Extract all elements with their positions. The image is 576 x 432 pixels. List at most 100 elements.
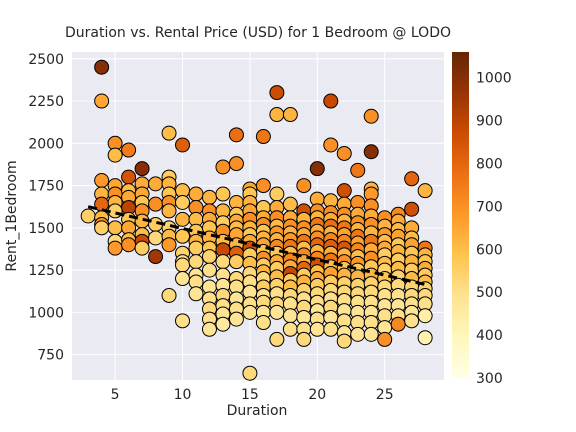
y-tick-label: 750: [37, 348, 64, 364]
x-tick-label: 20: [308, 387, 326, 403]
data-point: [269, 186, 285, 202]
colorbar: [452, 52, 469, 378]
data-point: [107, 147, 123, 163]
data-point: [417, 330, 433, 346]
data-point: [228, 254, 244, 270]
data-point: [161, 237, 177, 253]
data-point: [242, 365, 258, 381]
data-point: [94, 59, 110, 75]
y-tick-label: 1750: [28, 179, 64, 195]
colorbar-tick-label: 1000: [476, 71, 512, 87]
data-point: [282, 321, 298, 337]
data-point: [282, 308, 298, 324]
chart-title: Duration vs. Rental Price (USD) for 1 Be…: [65, 25, 451, 41]
y-tick-label: 2000: [28, 136, 64, 152]
data-point: [404, 313, 420, 329]
scatter-points: [80, 59, 433, 381]
data-point: [309, 321, 325, 337]
data-point: [215, 186, 231, 202]
x-tick-label: 15: [241, 387, 259, 403]
data-point: [134, 161, 150, 177]
data-point: [175, 271, 191, 287]
data-point: [175, 211, 191, 227]
data-point: [323, 321, 339, 337]
x-axis-label: Duration: [227, 403, 288, 419]
data-point: [201, 321, 217, 337]
data-point: [309, 161, 325, 177]
colorbar-tick-label: 400: [476, 328, 503, 344]
data-point: [175, 194, 191, 210]
data-point: [80, 208, 96, 224]
data-point: [175, 228, 191, 244]
data-point: [282, 107, 298, 123]
y-tick-label: 1250: [28, 263, 64, 279]
data-point: [161, 203, 177, 219]
data-point: [121, 169, 137, 185]
data-point: [269, 107, 285, 123]
data-point: [175, 137, 191, 153]
data-point: [363, 326, 379, 342]
data-point: [323, 93, 339, 109]
trend-line: [87, 205, 426, 286]
data-point: [134, 240, 150, 256]
data-point: [417, 183, 433, 199]
x-tick-label: 25: [376, 387, 394, 403]
x-tick-label: 10: [174, 387, 192, 403]
data-point: [215, 316, 231, 332]
data-point: [282, 196, 298, 212]
data-point: [201, 189, 217, 205]
colorbar-tick-label: 300: [476, 371, 503, 387]
data-point: [255, 315, 271, 331]
data-point: [107, 220, 123, 236]
data-point: [201, 262, 217, 278]
x-axis-ticks: 5 10 15 20 25: [111, 387, 394, 403]
data-point: [336, 145, 352, 161]
data-point: [228, 127, 244, 143]
data-point: [148, 196, 164, 212]
data-point: [336, 183, 352, 199]
data-point: [107, 240, 123, 256]
data-point: [121, 142, 137, 158]
data-point: [188, 240, 204, 256]
data-point: [148, 176, 164, 192]
data-point: [188, 286, 204, 302]
data-point: [269, 331, 285, 347]
data-point: [350, 326, 366, 342]
data-point: [188, 254, 204, 270]
data-point: [215, 159, 231, 175]
data-point: [94, 220, 110, 236]
y-axis-label: Rent_1Bedroom: [4, 160, 20, 271]
data-point: [296, 178, 312, 194]
colorbar-tick-label: 600: [476, 242, 503, 258]
data-point: [161, 287, 177, 303]
y-tick-label: 1000: [28, 305, 64, 321]
data-point: [175, 313, 191, 329]
colorbar-tick-label: 700: [476, 199, 503, 215]
data-point: [255, 178, 271, 194]
data-point: [228, 311, 244, 327]
data-point: [296, 331, 312, 347]
colorbar-tick-label: 900: [476, 114, 503, 130]
data-point: [161, 125, 177, 141]
y-axis-ticks: 750 1000 1250 1500 1750 2000 2250 2500: [28, 52, 64, 364]
colorbar-tick-label: 500: [476, 285, 503, 301]
data-point: [94, 172, 110, 188]
data-point: [363, 108, 379, 124]
colorbar-ticks: 300 400 500 600 700 800 900 1000: [476, 71, 512, 387]
data-point: [323, 137, 339, 153]
y-tick-label: 2250: [28, 94, 64, 110]
data-point: [121, 237, 137, 253]
data-point: [269, 304, 285, 320]
data-point: [201, 249, 217, 265]
data-point: [390, 316, 406, 332]
x-tick-label: 5: [111, 387, 120, 403]
data-point: [148, 249, 164, 265]
data-point: [94, 93, 110, 109]
data-point: [228, 156, 244, 172]
data-point: [242, 304, 258, 320]
colorbar-tick-label: 800: [476, 157, 503, 173]
data-point: [215, 254, 231, 270]
data-point: [175, 257, 191, 273]
data-point: [404, 171, 420, 187]
